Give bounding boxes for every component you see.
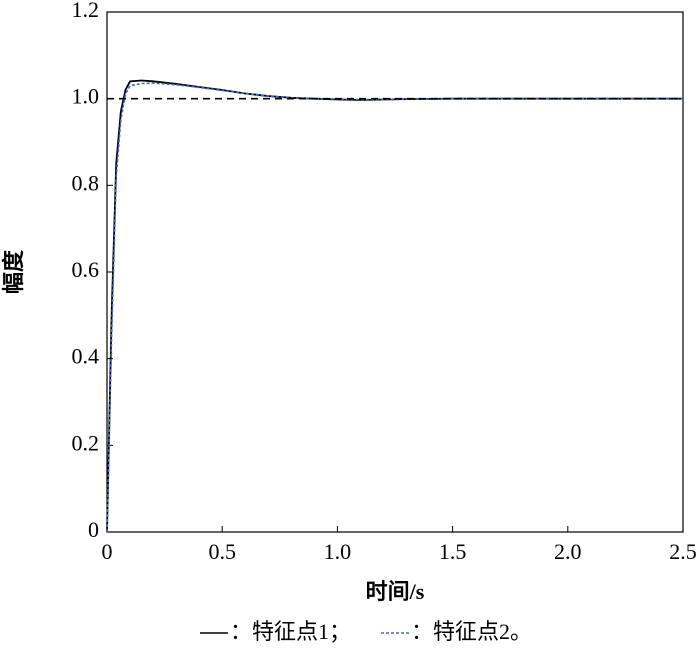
x-tick-label: 2.0 [554,539,582,564]
data-line [106,82,683,533]
legend-label: ：特征点2。 [411,619,532,644]
x-tick-label: 2.5 [669,539,697,564]
plot-frame [106,11,684,533]
legend-label: ：特征点1； [230,619,351,644]
x-tick-label: 0 [102,539,113,564]
y-tick-label: 0.2 [72,430,100,455]
x-axis-label: 时间/s [366,579,425,604]
y-tick-label: 1.0 [72,84,100,109]
data-line [106,79,683,533]
x-tick-label: 1.5 [439,539,467,564]
y-axis-label: 幅度 [1,249,26,294]
y-tick-label: 0.8 [72,170,100,195]
y-tick-label: 0 [88,517,99,542]
y-tick-label: 1.2 [72,0,100,22]
x-tick-label: 1.0 [324,539,352,564]
x-tick-label: 0.5 [208,539,236,564]
y-tick-label: 0.4 [72,344,100,369]
y-tick-label: 0.6 [72,257,100,282]
